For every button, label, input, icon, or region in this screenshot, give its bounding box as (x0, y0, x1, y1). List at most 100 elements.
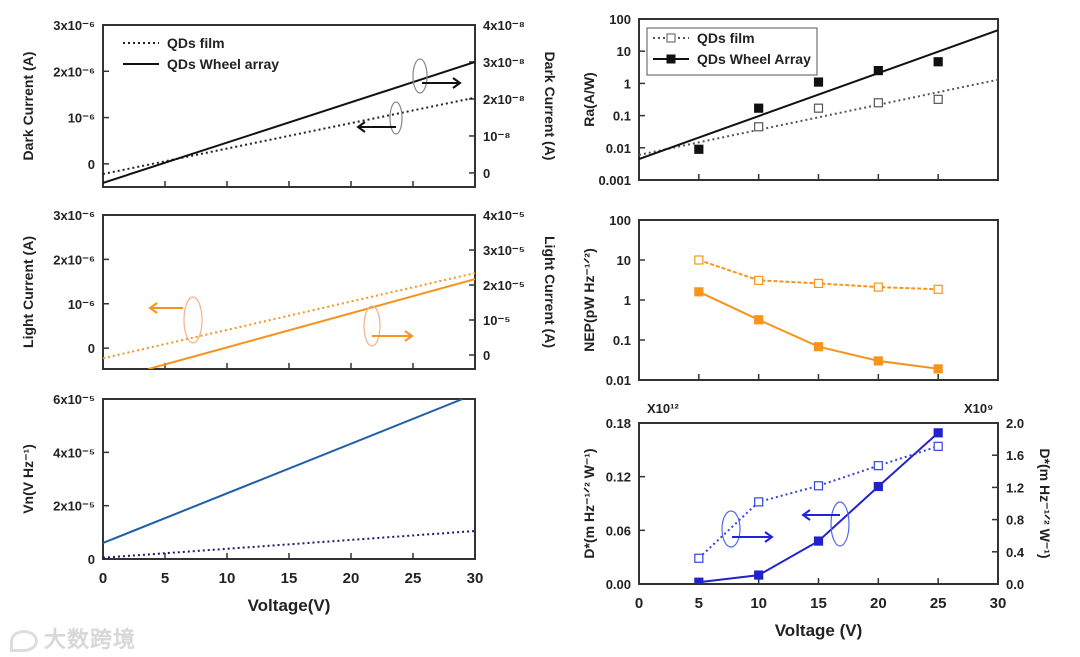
y-tick-label-right: 10⁻⁵ (483, 313, 510, 328)
y-tick-label-left: 0.01 (606, 373, 631, 388)
series-qds-film (694, 441, 943, 563)
y-tick-label-left: 10 (617, 44, 631, 59)
y-tick-label-left: 0 (88, 552, 95, 567)
series-qds-film (694, 255, 943, 294)
x-tick-label: 20 (870, 595, 887, 612)
chart-light-current: 3x10⁻⁶ 2x10⁻⁶ 10⁻⁶ 0 Light Current (A) 4x10⁻⁵… (20, 208, 558, 370)
x-axis-title: Voltage (V) (775, 621, 863, 640)
plot-area (103, 61, 475, 184)
legend-label: QDs film (697, 30, 755, 46)
y-tick-label-right: 2x10⁻⁸ (483, 92, 525, 107)
arrow-head-icon (404, 330, 414, 342)
data-point (873, 98, 883, 108)
y-axis-title-left: Dark Current (A) (20, 52, 36, 161)
annotation-ellipse (363, 305, 381, 347)
y-tick-label-right: 3x10⁻⁸ (483, 55, 525, 70)
series-qds-wheel-array (103, 61, 475, 184)
series-line (103, 399, 463, 544)
y-tick-label-left: 10 (617, 253, 631, 268)
data-point (873, 481, 883, 492)
series-line (103, 272, 475, 360)
y-tick-label-left: 2x10⁻⁶ (53, 252, 95, 267)
x-tick-label: 10 (750, 595, 767, 612)
y-tick-label-left: 100 (609, 12, 631, 27)
plot-area (639, 29, 998, 160)
series-qds-wheel-array (639, 29, 998, 160)
data-point (754, 103, 764, 113)
series-qds-wheel-array (694, 287, 943, 374)
series-line (698, 432, 939, 584)
y-tick-label-right: 4x10⁻⁵ (483, 208, 525, 223)
y-tick-label-left: 0.12 (606, 470, 631, 485)
data-point (933, 94, 943, 104)
y-tick-label-left: 6x10⁻⁵ (53, 392, 95, 407)
annotation-ellipse (183, 296, 203, 344)
data-point (813, 103, 824, 113)
arrow-head-icon (764, 531, 774, 543)
data-point (694, 577, 704, 584)
annotation-ellipse (412, 58, 428, 94)
legend-label: QDs Wheel Array (697, 51, 811, 67)
x-tick-label: 25 (930, 595, 947, 612)
data-point (813, 481, 824, 491)
plot-frame (102, 398, 476, 560)
arrow-head-icon (801, 509, 811, 521)
y-tick-label-left: 10⁻⁶ (68, 297, 95, 312)
plot-frame (102, 214, 476, 370)
y-tick-label-right: 4x10⁻⁸ (483, 18, 525, 33)
data-point (933, 441, 943, 451)
chart-detectivity: 0 5 10 15 20 25 30 Voltage (V) 0.18 0.12 0.06 0.00 D… (581, 401, 1053, 640)
y-tick-label-left: 1 (624, 293, 631, 308)
data-point (933, 364, 943, 374)
arrow-head-icon (148, 302, 158, 314)
y-tick-label-left: 0 (88, 157, 95, 172)
data-point (754, 497, 764, 507)
data-point (873, 282, 883, 292)
data-point (873, 356, 883, 366)
y-tick-label-right: 0 (483, 166, 490, 181)
series-qds-film (639, 78, 998, 156)
watermark: 大数跨境 (10, 622, 136, 654)
legend-label: QDs Wheel array (167, 56, 279, 72)
data-point (694, 255, 704, 265)
y-tick-label-left: 0.1 (613, 109, 631, 124)
plot-area (103, 272, 475, 369)
y-multiplier-right: X10⁹ (964, 401, 993, 416)
data-point (873, 65, 883, 76)
annotation-ellipse (389, 101, 403, 135)
data-point (813, 536, 824, 546)
y-tick-label-left: 2x10⁻⁵ (53, 499, 95, 514)
data-point (873, 461, 883, 471)
annotation-ellipse (830, 501, 850, 547)
fit-line (639, 78, 998, 156)
series-qds-film (103, 96, 475, 175)
watermark-text: 大数跨境 (44, 628, 137, 653)
series-line (103, 96, 475, 175)
y-tick-label-right: 2.0 (1006, 416, 1024, 431)
y-tick-label-left: 0.18 (606, 416, 631, 431)
y-axis-title-left: Light Current (A) (20, 236, 36, 348)
series-qds-wheel-array (103, 399, 463, 544)
y-tick-label-right: 0.0 (1006, 577, 1024, 592)
y-tick-label-right: 0.4 (1006, 545, 1025, 560)
y-axis-title-right: D*(m Hz⁻¹ᐟ² W⁻¹) (1037, 448, 1053, 558)
y-tick-label-right: 2x10⁻⁵ (483, 278, 525, 293)
legend-label: QDs film (167, 35, 225, 51)
y-tick-label-right: 10⁻⁸ (483, 129, 510, 144)
x-tick-label: 15 (810, 595, 827, 612)
y-tick-label-right: 1.6 (1006, 448, 1024, 463)
data-point (694, 144, 704, 154)
x-tick-label: 30 (990, 595, 1007, 612)
data-point (694, 553, 704, 563)
chart-nep: 100 10 1 0.1 0.01 NEP(pW Hz⁻¹ᐟ²) (581, 213, 999, 388)
data-point (813, 77, 824, 87)
plot-area (103, 399, 475, 559)
y-tick-label-left: 0.00 (606, 577, 631, 592)
y-axis-title-right: Light Current (A) (542, 236, 558, 348)
data-point (933, 284, 943, 294)
series-qds-film (103, 530, 475, 559)
data-point (754, 570, 764, 580)
x-tick-label: 10 (219, 570, 236, 587)
y-axis-title-left: D*(m Hz⁻¹ᐟ² W⁻¹) (581, 448, 597, 558)
watermark-logo-icon (10, 630, 38, 652)
